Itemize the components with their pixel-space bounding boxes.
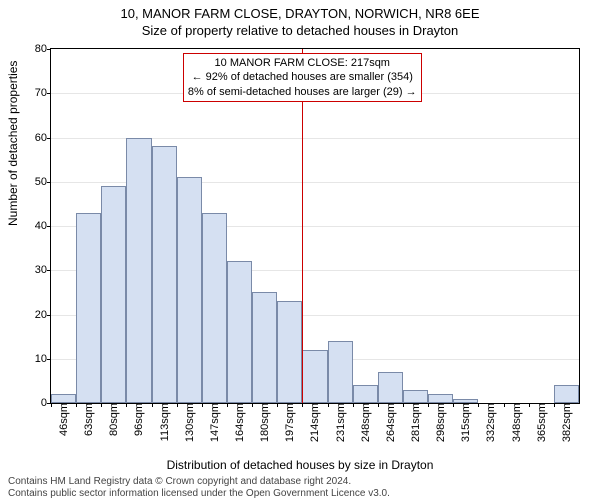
x-tick-mark <box>353 403 354 407</box>
x-tick-label: 382sqm <box>557 403 573 442</box>
x-tick-label: 315sqm <box>456 403 472 442</box>
x-tick-mark <box>227 403 228 407</box>
y-tick-label: 20 <box>35 309 51 321</box>
histogram-bar <box>101 186 126 403</box>
x-tick-mark <box>328 403 329 407</box>
x-tick-mark <box>252 403 253 407</box>
y-tick-label: 70 <box>35 87 51 99</box>
y-tick-label: 10 <box>35 353 51 365</box>
x-tick-mark <box>177 403 178 407</box>
y-tick-label: 60 <box>35 132 51 144</box>
x-tick-mark <box>529 403 530 407</box>
x-tick-mark <box>202 403 203 407</box>
y-tick-label: 40 <box>35 220 51 232</box>
footer-attribution: Contains HM Land Registry data © Crown c… <box>8 476 390 500</box>
x-tick-label: 264sqm <box>381 403 397 442</box>
x-tick-mark <box>51 403 52 407</box>
histogram-bar <box>252 292 277 403</box>
histogram-bar <box>177 177 202 403</box>
histogram-bar <box>227 261 252 403</box>
histogram-bar <box>76 213 101 403</box>
histogram-bar <box>152 146 177 403</box>
title-main: 10, MANOR FARM CLOSE, DRAYTON, NORWICH, … <box>0 0 600 21</box>
histogram-bar <box>277 301 302 403</box>
x-tick-label: 332sqm <box>481 403 497 442</box>
x-tick-mark <box>76 403 77 407</box>
annotation-line3: 8% of semi-detached houses are larger (2… <box>188 85 417 99</box>
histogram-bar <box>51 394 76 403</box>
histogram-bar <box>328 341 353 403</box>
y-tick-label: 80 <box>35 43 51 55</box>
title-sub: Size of property relative to detached ho… <box>0 21 600 38</box>
x-tick-label: 63sqm <box>79 403 95 436</box>
x-tick-mark <box>378 403 379 407</box>
x-tick-label: 113sqm <box>155 403 171 441</box>
x-tick-label: 298sqm <box>431 403 447 442</box>
x-tick-label: 147sqm <box>205 403 221 442</box>
histogram-bar <box>378 372 403 403</box>
x-axis-label: Distribution of detached houses by size … <box>0 458 600 472</box>
histogram-bar <box>353 385 378 403</box>
annotation-box: 10 MANOR FARM CLOSE: 217sqm← 92% of deta… <box>183 53 422 102</box>
histogram-bar <box>403 390 428 403</box>
histogram-bar <box>302 350 327 403</box>
y-tick-label: 50 <box>35 176 51 188</box>
histogram-bar <box>428 394 453 403</box>
chart-plot-area: 0102030405060708046sqm63sqm80sqm96sqm113… <box>50 48 580 404</box>
x-tick-mark <box>453 403 454 407</box>
histogram-bar <box>202 213 227 403</box>
x-tick-mark <box>126 403 127 407</box>
histogram-bar <box>126 138 151 404</box>
y-axis-label: Number of detached properties <box>6 61 20 226</box>
x-tick-mark <box>152 403 153 407</box>
x-tick-label: 80sqm <box>104 403 120 436</box>
annotation-line2: ← 92% of detached houses are smaller (35… <box>188 70 417 84</box>
y-tick-label: 30 <box>35 264 51 276</box>
footer-line1: Contains HM Land Registry data © Crown c… <box>8 476 390 488</box>
x-tick-label: 164sqm <box>230 403 246 442</box>
x-tick-label: 231sqm <box>331 403 347 442</box>
histogram-bar <box>554 385 579 403</box>
x-tick-mark <box>302 403 303 407</box>
x-tick-label: 180sqm <box>255 403 271 442</box>
x-tick-label: 46sqm <box>54 403 70 436</box>
x-tick-mark <box>428 403 429 407</box>
annotation-line1: 10 MANOR FARM CLOSE: 217sqm <box>188 56 417 70</box>
x-tick-mark <box>504 403 505 407</box>
x-tick-label: 96sqm <box>129 403 145 436</box>
x-tick-label: 281sqm <box>406 403 422 442</box>
footer-line2: Contains public sector information licen… <box>8 488 390 500</box>
x-tick-label: 130sqm <box>180 403 196 442</box>
x-tick-label: 365sqm <box>532 403 548 442</box>
x-tick-mark <box>478 403 479 407</box>
marker-line <box>302 49 303 403</box>
x-tick-label: 214sqm <box>305 403 321 442</box>
x-tick-mark <box>554 403 555 407</box>
x-tick-label: 197sqm <box>280 403 296 442</box>
x-tick-mark <box>403 403 404 407</box>
x-tick-mark <box>277 403 278 407</box>
x-tick-label: 348sqm <box>507 403 523 442</box>
x-tick-mark <box>101 403 102 407</box>
x-tick-label: 248sqm <box>356 403 372 442</box>
y-tick-label: 0 <box>41 397 51 409</box>
